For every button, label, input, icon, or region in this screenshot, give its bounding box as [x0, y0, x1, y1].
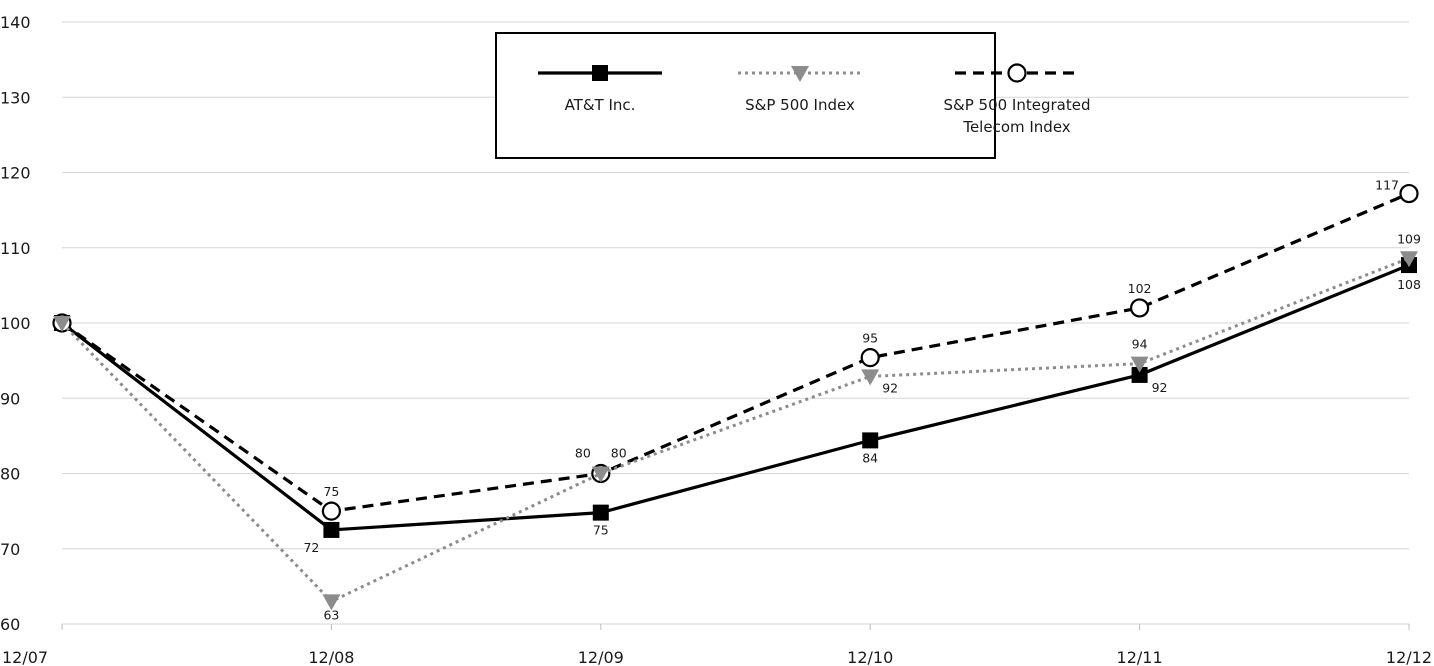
- y-tick-label: 120: [0, 164, 31, 183]
- y-axis-tick-labels: 60 70 80 90 100 110 120 130 140: [0, 13, 31, 634]
- x-tick-label: 12/10: [847, 648, 893, 666]
- data-point: [861, 369, 880, 386]
- x-tick-label: 12/11: [1117, 648, 1163, 666]
- data-label: 95: [862, 331, 878, 346]
- legend-label: AT&T Inc.: [565, 96, 636, 114]
- gridlines: [62, 21, 1409, 625]
- data-point: [321, 501, 341, 521]
- data-label: 102: [1128, 281, 1152, 296]
- data-label: 117: [1375, 178, 1399, 193]
- data-labels: 72 75 84 92 108 63 80 92 94 109 75 80 95 102 117: [303, 178, 1420, 623]
- data-label: 75: [323, 484, 339, 499]
- data-label: 84: [862, 450, 878, 465]
- series-0: [54, 257, 1417, 538]
- data-label: 108: [1397, 277, 1421, 292]
- legend-label: S&P 500 Integrated: [944, 96, 1091, 114]
- legend-marker: [592, 65, 608, 81]
- data-point: [591, 466, 610, 483]
- x-axis-tick-labels: 12/07 12/08 12/09 12/10 12/11 12/12: [2, 624, 1432, 666]
- data-point: [323, 521, 340, 538]
- y-tick-label: 100: [0, 314, 31, 333]
- series-line: [60, 256, 1410, 603]
- x-tick-label: 12/12: [1386, 648, 1432, 666]
- data-point: [1399, 183, 1419, 204]
- x-tick-label: 12/08: [308, 648, 354, 666]
- y-tick-label: 70: [0, 540, 20, 559]
- data-label: 80: [611, 446, 627, 461]
- y-tick-label: 130: [0, 88, 31, 107]
- data-point: [53, 316, 71, 332]
- data-point: [322, 594, 341, 611]
- y-tick-label: 60: [0, 615, 20, 634]
- series-1: [53, 251, 1418, 611]
- data-label: 63: [323, 607, 339, 622]
- data-label: 80: [575, 446, 591, 461]
- data-label: 72: [303, 540, 319, 555]
- data-label: 75: [593, 523, 609, 538]
- series-2: [52, 183, 1419, 521]
- data-point: [862, 432, 879, 449]
- x-tick-label: 12/09: [578, 648, 624, 666]
- legend-label: Telecom Index: [962, 118, 1070, 136]
- data-label: 92: [1152, 380, 1168, 395]
- legend-entry-2: S&P 500 Integrated Telecom Index: [944, 63, 1091, 136]
- data-point: [1400, 251, 1418, 268]
- legend: AT&T Inc. S&P 500 Index S&P 500 Integrated…: [495, 32, 1091, 159]
- data-point: [1130, 356, 1149, 373]
- y-tick-label: 90: [0, 389, 20, 408]
- y-tick-label: 110: [0, 239, 31, 258]
- data-label: 109: [1397, 231, 1421, 246]
- legend-box: [495, 32, 996, 159]
- data-label: 92: [882, 380, 898, 395]
- series-line: [61, 192, 1410, 513]
- legend-entry-1: S&P 500 Index: [738, 66, 862, 114]
- series-lines: [52, 183, 1419, 611]
- y-tick-label: 140: [0, 13, 31, 32]
- legend-marker: [1007, 63, 1027, 83]
- data-point: [1131, 366, 1148, 383]
- legend-label: S&P 500 Index: [745, 96, 855, 114]
- y-tick-label: 80: [0, 465, 20, 484]
- data-point: [1129, 298, 1150, 318]
- legend-marker: [791, 66, 809, 82]
- series-line: [61, 263, 1410, 532]
- data-point: [592, 504, 609, 521]
- legend-entry-0: AT&T Inc.: [538, 65, 662, 114]
- data-point: [860, 348, 880, 368]
- data-label: 94: [1132, 337, 1148, 352]
- x-tick-label: 12/07: [2, 648, 48, 666]
